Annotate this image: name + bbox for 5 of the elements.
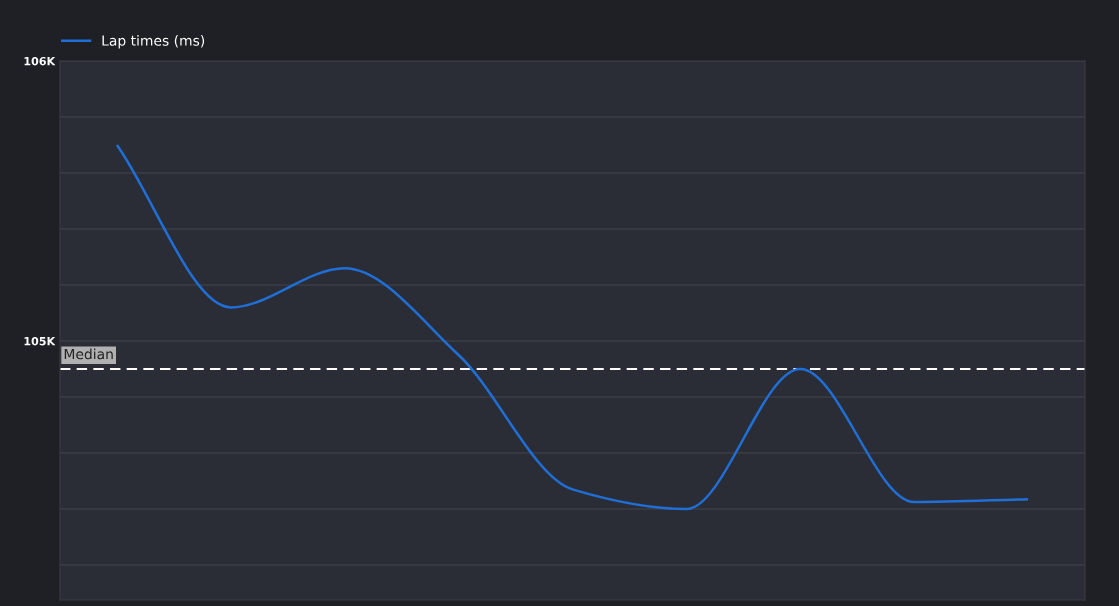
line-series: [115, 143, 1030, 511]
legend-label: Lap times (ms): [102, 35, 205, 49]
y-tick-label: 106K: [24, 56, 56, 66]
y-tick-label: 105K: [24, 336, 56, 346]
ref-line-label: Median: [64, 348, 113, 360]
